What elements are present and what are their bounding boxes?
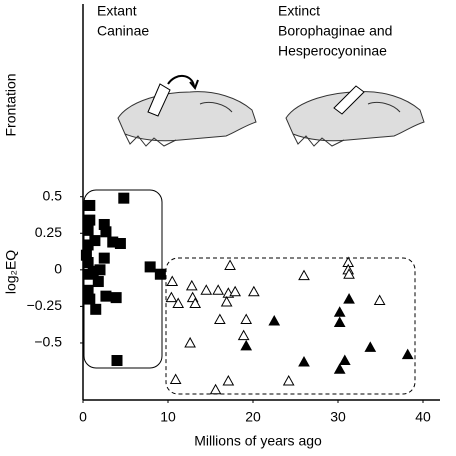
triangle-point <box>220 295 233 307</box>
y-tick-label: 0.5 <box>43 187 63 203</box>
triangle-point <box>268 314 281 326</box>
square-point <box>82 224 94 236</box>
square-point <box>110 292 122 304</box>
square-point <box>82 239 94 251</box>
square-point <box>111 355 123 367</box>
triangle-point <box>343 268 355 279</box>
square-point <box>92 276 104 288</box>
square-point <box>84 214 96 226</box>
square-point <box>100 226 112 238</box>
square-point <box>80 249 92 261</box>
triangle-point <box>248 285 260 297</box>
x-tick-label: 0 <box>79 409 87 425</box>
triangle-point <box>333 363 346 374</box>
annotation: Borophaginae and <box>278 23 392 39</box>
extinct-box <box>165 257 416 395</box>
triangle-point <box>298 355 310 367</box>
triangle-point <box>333 306 346 317</box>
triangle-point <box>209 383 222 395</box>
skull-left <box>117 75 257 147</box>
annotation: Extinct <box>278 3 320 19</box>
triangle-point <box>214 313 226 325</box>
triangle-point <box>165 291 178 303</box>
y-label: log₂EQ <box>3 250 19 294</box>
triangle-point <box>282 374 295 386</box>
square-point <box>118 192 130 204</box>
x-tick-label: 30 <box>330 409 346 425</box>
triangle-point <box>237 329 250 341</box>
y-tick-label: −0.25 <box>27 297 63 313</box>
triangle-point <box>338 354 351 366</box>
triangle-point <box>185 279 198 291</box>
triangle-point <box>298 269 310 281</box>
x-tick-label: 40 <box>415 409 431 425</box>
square-point <box>90 303 102 315</box>
square-point <box>154 268 166 280</box>
triangle-point <box>240 313 253 325</box>
triangle-point <box>184 336 196 348</box>
triangle-point <box>222 374 235 386</box>
square-point <box>84 293 96 305</box>
square-point <box>94 264 106 276</box>
triangle-point <box>364 341 377 352</box>
square-point <box>98 252 110 264</box>
y-label-top: Frontation <box>3 73 19 136</box>
triangle-point <box>240 339 253 351</box>
triangle-point <box>343 293 355 304</box>
triangle-point <box>212 284 224 295</box>
triangle-point <box>373 294 386 306</box>
triangle-point <box>401 348 414 360</box>
annotation: Caninae <box>97 23 149 39</box>
triangle-point <box>333 316 346 327</box>
triangle-point <box>189 297 202 308</box>
square-point <box>114 238 126 250</box>
y-tick-label: 0.25 <box>35 224 62 240</box>
y-tick-label: −0.5 <box>34 334 62 350</box>
triangle-point <box>200 284 213 295</box>
x-label: Millions of years ago <box>194 433 322 449</box>
square-point <box>144 261 156 273</box>
annotation: Extant <box>97 3 137 19</box>
square-point <box>84 199 96 211</box>
square-point <box>100 290 112 302</box>
x-tick-label: 20 <box>245 409 261 425</box>
triangle-point <box>172 297 185 308</box>
skull-right <box>285 85 425 147</box>
triangle-point <box>169 373 182 385</box>
triangle-point <box>229 285 241 297</box>
x-tick-label: 10 <box>160 409 176 425</box>
annotation: Hesperocyoninae <box>278 43 387 59</box>
triangle-point <box>224 259 236 270</box>
triangle-point <box>166 275 179 287</box>
y-tick-label: 0 <box>54 261 62 277</box>
